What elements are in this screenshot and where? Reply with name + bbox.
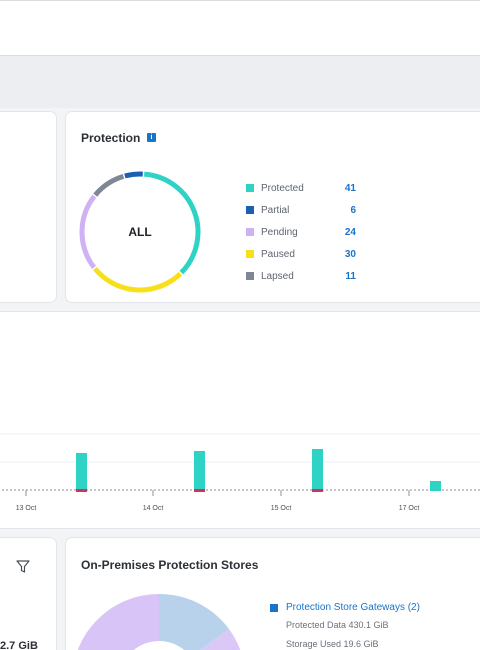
legend-label: Pending [261,227,298,238]
donut-segment-paused[interactable] [93,266,183,293]
legend-count[interactable]: 6 [350,205,356,216]
storage-used-text: Storage Used 19.6 GiB [286,639,379,649]
timeline-card: 13 Oct 14 Oct 15 Oct 17 Oct [0,312,480,528]
timeline-bar-base [194,489,205,492]
left-summary-card [0,112,56,302]
tick-label: 17 Oct [399,505,420,512]
legend-count[interactable]: 24 [344,227,356,238]
stores-title: On-Premises Protection Stores [81,558,259,572]
legend-label: Lapsed [261,271,294,282]
legend-swatch [246,228,254,236]
legend-item-lapsed[interactable]: Lapsed 11 [246,270,356,292]
protection-card: Protection i ALL Protected 41 Partial 6 … [66,112,480,302]
legend-swatch [246,206,254,214]
tick-label: 13 Oct [16,505,37,512]
stores-donut-segment[interactable] [159,593,229,650]
legend-item-pending[interactable]: Pending 24 [246,226,356,248]
tick-label: 15 Oct [271,505,292,512]
donut-center-label: ALL [128,225,152,239]
donut-segment-lapsed[interactable] [93,174,125,197]
stores-donut-segment[interactable] [191,629,241,650]
legend-swatch [246,184,254,192]
legend-count[interactable]: 11 [345,271,356,282]
timeline-bar-base [312,489,323,492]
left-capacity-card [0,538,56,650]
timeline-bar[interactable] [194,451,205,491]
donut-segment-pending[interactable] [79,194,97,269]
gateways-link[interactable]: Protection Store Gateways (2) [286,602,420,613]
legend-item-protected[interactable]: Protected 41 [246,182,356,204]
protection-stores-card: On-Premises Protection Stores Protection… [66,538,480,650]
timeline-bar-base [76,489,87,492]
legend-label: Protected [261,183,304,194]
tick-label: 14 Oct [143,505,164,512]
donut-segment-partial[interactable] [124,171,143,179]
legend-count[interactable]: 41 [344,183,356,194]
timeline-bar[interactable] [312,449,323,491]
protection-donut[interactable] [66,157,216,307]
legend-swatch [246,250,254,258]
timeline-chart: 13 Oct 14 Oct 15 Oct 17 Oct [0,433,480,512]
gateway-swatch [270,604,278,612]
stores-donut-segment[interactable] [72,594,159,650]
timeline-bar[interactable] [76,453,87,491]
legend-label: Partial [261,205,290,216]
legend-count[interactable]: 30 [344,249,356,260]
legend-swatch [246,272,254,280]
legend-item-paused[interactable]: Paused 30 [246,248,356,270]
protection-title: Protection [81,131,141,145]
info-icon[interactable]: i [147,133,156,142]
timeline-bar[interactable] [430,481,441,491]
filter-icon[interactable] [16,560,30,574]
protection-legend: Protected 41 Partial 6 Pending 24 Paused… [246,182,356,292]
filter-bar [0,56,480,108]
donut-segment-protected[interactable] [144,171,201,275]
stores-donut[interactable] [66,578,266,650]
legend-label: Paused [261,249,295,260]
protected-data-text: Protected Data 430.1 GiB [286,620,389,630]
capacity-value-fragment: 2.7 GiB [0,640,38,650]
top-toolbar [0,0,480,56]
legend-item-partial[interactable]: Partial 6 [246,204,356,226]
